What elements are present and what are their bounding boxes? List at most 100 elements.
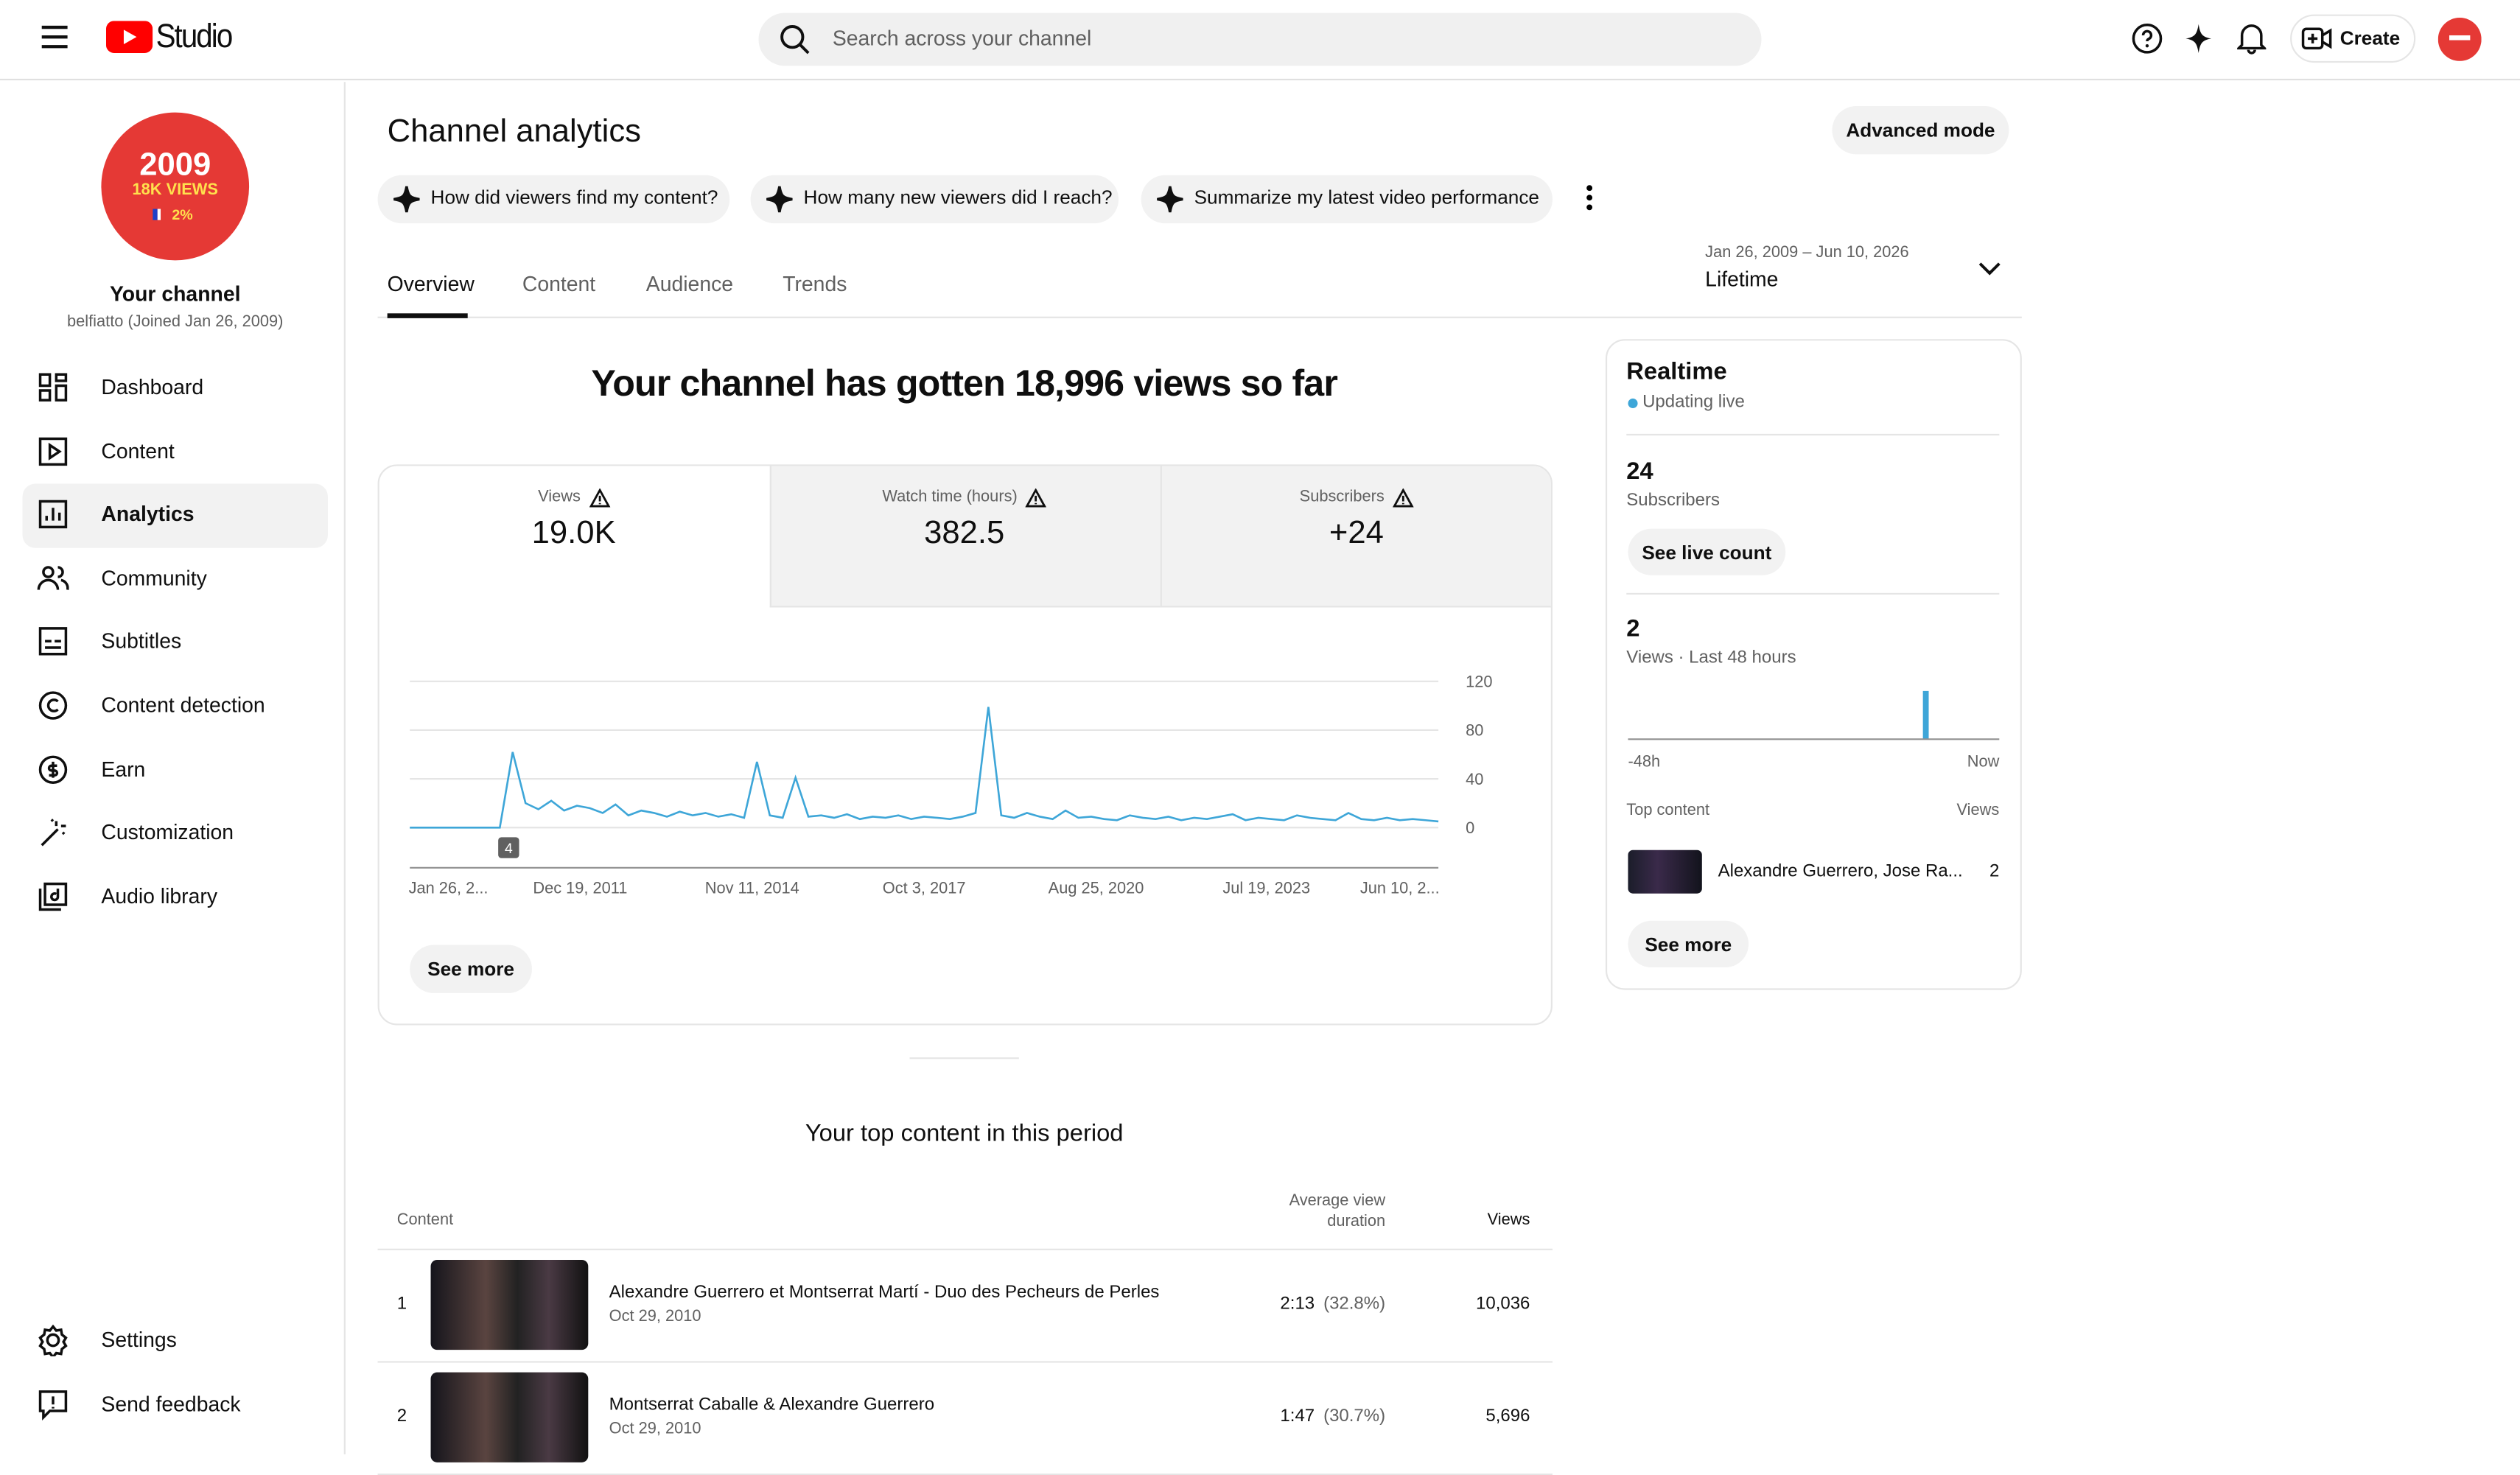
table-header-views: Views: [1487, 1211, 1530, 1230]
nav-icon: [38, 691, 68, 720]
realtime-status: Updating live: [1642, 393, 1745, 413]
logo-icon[interactable]: [105, 21, 153, 53]
nav-item[interactable]: Analytics: [101, 502, 195, 527]
avatar-views: 18K VIEWS: [132, 181, 218, 200]
prompt-text[interactable]: How did viewers find my content?: [430, 186, 718, 209]
tab[interactable]: Audience: [645, 272, 734, 296]
nav-icon: [37, 565, 69, 590]
metric-value[interactable]: 19.0K: [531, 516, 616, 552]
metric-label[interactable]: Watch time (hours): [882, 488, 1047, 508]
warning-path: [1392, 488, 1414, 508]
warning-path: [588, 488, 610, 508]
nav-item[interactable]: Customization: [101, 820, 234, 844]
metric-label-text: Watch time (hours): [882, 488, 1018, 507]
section-divider: [909, 1057, 1019, 1059]
nav-icon-path: [38, 1324, 68, 1356]
warning-icon: [1025, 488, 1047, 508]
top-content-label: Top content: [1626, 802, 1710, 820]
thumbnail[interactable]: [430, 1372, 589, 1462]
nav-icon-path: [38, 627, 68, 656]
see-more-button[interactable]: See more: [410, 945, 532, 993]
realtime-views: 2: [1626, 615, 1640, 643]
metric-label[interactable]: Views: [538, 488, 610, 508]
nav-item[interactable]: Settings: [101, 1328, 177, 1352]
metric-value[interactable]: 382.5: [924, 516, 1005, 552]
prompt-text[interactable]: How many new viewers did I reach?: [803, 186, 1113, 209]
more-icon[interactable]: [1585, 183, 1595, 212]
nav-icon: [38, 1324, 68, 1356]
date-range[interactable]: Jan 26, 2009 – Jun 10, 2026: [1705, 244, 1909, 262]
tab[interactable]: Overview: [387, 272, 475, 296]
help-icon[interactable]: [2131, 23, 2163, 55]
headline: Your channel has gotten 18,996 views so …: [591, 362, 1337, 404]
prompt-chip[interactable]: [1141, 175, 1553, 224]
nav-item[interactable]: Dashboard: [101, 374, 204, 399]
spark-icon-path: [393, 186, 420, 213]
subscriber-count: 24: [1626, 458, 1653, 486]
search-placeholder[interactable]: Search across your channel: [832, 26, 1092, 51]
nav-icon: [38, 373, 68, 402]
nav-item[interactable]: Content: [101, 438, 175, 463]
advanced-mode-button[interactable]: Advanced mode: [1832, 105, 2009, 155]
views: 10,036: [1476, 1294, 1530, 1314]
nav-item[interactable]: Earn: [101, 756, 146, 781]
warning-path: [1025, 488, 1047, 508]
sidebar: [0, 82, 346, 1454]
nav-icon: [41, 819, 66, 847]
account-avatar[interactable]: [2437, 17, 2482, 61]
prompt-chip[interactable]: [377, 175, 730, 224]
create-label[interactable]: Create: [2339, 27, 2401, 50]
nav-icon-path: [38, 373, 68, 402]
top-item-thumbnail[interactable]: [1628, 849, 1702, 894]
nav-item[interactable]: Audio library: [101, 883, 218, 908]
rank: 2: [396, 1406, 407, 1426]
top-item-title[interactable]: Alexandre Guerrero, Jose Ra...: [1718, 861, 1963, 882]
avatar-year: 2009: [139, 147, 211, 183]
table-header-content: Content: [396, 1211, 454, 1230]
spark-icon: [1157, 186, 1183, 213]
nav-item[interactable]: Subtitles: [101, 629, 182, 654]
nav-item[interactable]: Content detection: [101, 693, 265, 718]
see-live-count-button[interactable]: See live count: [1628, 528, 1786, 575]
metric-value[interactable]: +24: [1329, 516, 1384, 552]
duration-percent: (30.7%): [1323, 1406, 1386, 1426]
metric-label-text: Views: [538, 488, 581, 507]
nav-item[interactable]: Send feedback: [101, 1392, 241, 1417]
top-bar: [0, 0, 2520, 81]
tab[interactable]: Content: [522, 272, 596, 296]
nav-icon: [38, 754, 68, 784]
channel-subtitle: belfiatto (Joined Jan 26, 2009): [67, 313, 284, 332]
prompt-chip[interactable]: [750, 175, 1119, 224]
realtime-views-label: Views · Last 48 hours: [1626, 648, 1796, 668]
thumbnail[interactable]: [430, 1259, 589, 1350]
logo-text[interactable]: Studio: [155, 18, 234, 56]
nav-item[interactable]: Community: [101, 565, 207, 590]
menu-icon[interactable]: [41, 24, 69, 50]
metric-label[interactable]: Subscribers: [1300, 488, 1414, 508]
prompt-text[interactable]: Summarize my latest video performance: [1194, 186, 1539, 209]
create-button[interactable]: [2290, 14, 2416, 63]
video-date: Oct 29, 2010: [609, 1308, 701, 1326]
duration: 2:13: [1280, 1294, 1315, 1314]
tab-underline: [387, 313, 468, 318]
spark-icon[interactable]: [2184, 23, 2213, 55]
channel-avatar[interactable]: [101, 112, 250, 261]
nav-icon: [38, 500, 68, 529]
video-date: Oct 29, 2010: [609, 1420, 701, 1439]
realtime-see-more-button[interactable]: See more: [1628, 920, 1749, 968]
video-title[interactable]: Alexandre Guerrero et Montserrat Martí -…: [609, 1283, 1160, 1303]
page-title: Channel analytics: [387, 113, 641, 150]
live-dot: [1628, 398, 1638, 409]
views: 5,696: [1485, 1406, 1530, 1426]
video-title[interactable]: Montserrat Caballe & Alexandre Guerrero: [609, 1395, 935, 1415]
channel-title[interactable]: Your channel: [109, 281, 241, 306]
search-box[interactable]: [758, 13, 1762, 66]
nav-icon: [38, 436, 68, 466]
period-chevron[interactable]: [1978, 262, 2001, 277]
period[interactable]: Lifetime: [1705, 267, 1779, 292]
bell-icon[interactable]: [2237, 21, 2267, 55]
tab-divider: [377, 316, 2022, 318]
active-nav-highlight: [22, 483, 328, 548]
tab[interactable]: Trends: [783, 272, 847, 296]
